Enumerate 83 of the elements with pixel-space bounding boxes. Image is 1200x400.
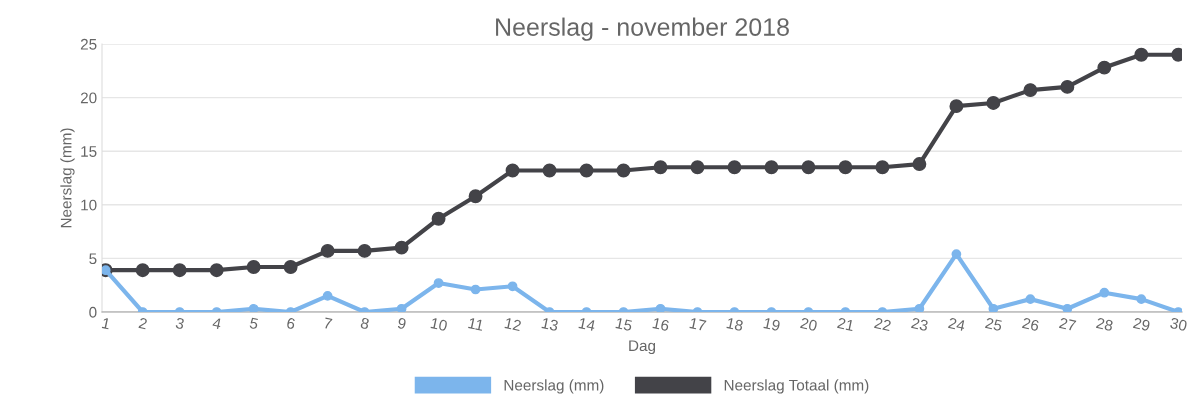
point [209,263,224,278]
point [1060,79,1075,94]
x-tick-label: 10 [430,317,448,332]
point [1099,287,1110,298]
point [1097,60,1112,75]
y-tick-label: 0 [89,306,97,318]
x-tick-label: 18 [726,317,744,332]
y-tick-label: 15 [81,146,97,157]
y-tick-label: 20 [80,92,97,104]
point [616,163,631,178]
point [246,260,261,274]
point [135,263,150,278]
point [949,99,964,114]
x-tick-label: 8 [360,317,370,330]
point [579,163,594,178]
point [172,263,187,278]
point [1134,47,1149,62]
point [505,163,520,178]
point [1062,303,1073,312]
y-tick-label: 10 [81,199,97,211]
point [470,284,481,295]
x-tick-label: 23 [910,317,929,332]
point [283,260,298,274]
x-tick-label: 1 [101,317,111,330]
x-tick-label: 3 [175,317,185,330]
x-tick-label: 25 [984,317,1003,332]
chart-title: Neerslag - november 2018 [496,17,789,41]
point [912,157,927,172]
point [322,291,333,301]
x-tick-label: 26 [1021,317,1040,332]
point [986,96,1001,110]
x-tick-label: 5 [249,317,259,330]
point [396,303,407,312]
point [468,189,483,204]
point [394,240,409,255]
x-tick-label: 29 [1132,317,1151,332]
point [320,243,335,258]
x-tick-label: 13 [541,317,559,332]
point [433,278,444,288]
x-tick-label: 11 [468,317,484,331]
x-tick-label: 20 [800,317,818,332]
point [838,160,853,175]
y-tick-label: 25 [80,38,97,50]
x-tick-label: 12 [504,317,522,332]
x-tick-label: 19 [763,317,781,332]
point [507,281,518,292]
point [801,160,816,175]
point [727,160,742,175]
point [690,160,705,175]
point [357,243,372,258]
legend-label: Neerslag Totaal (mm) [724,379,869,394]
x-tick-label: 7 [323,317,333,330]
point [988,303,999,312]
x-tick-label: 16 [652,317,670,332]
x-axis-title: Dag [629,340,656,355]
point [542,163,557,178]
point [951,249,962,259]
x-tick-label: 6 [286,317,296,330]
point [1136,294,1147,304]
point [875,160,890,175]
point [764,160,779,175]
x-tick-label: 4 [212,317,222,330]
x-tick-label: 2 [138,317,148,330]
point [653,160,668,175]
point [1023,83,1038,98]
y-tick-label: 5 [89,253,97,265]
x-tick-label: 15 [615,317,633,332]
point [431,211,446,226]
x-tick-label: 30 [1169,317,1188,332]
x-tick-label: 9 [397,317,407,330]
x-tick-label: 27 [1058,317,1077,332]
point [655,303,666,312]
point [1025,294,1036,304]
legend-label: Neerslag (mm) [504,379,604,394]
point [248,303,259,312]
x-tick-label: 21 [837,317,855,332]
x-tick-label: 24 [948,317,966,332]
x-tick-label: 17 [689,317,707,332]
x-tick-label: 22 [874,317,892,332]
y-axis-title: Neerslag (mm) [60,128,75,228]
point [914,303,925,312]
x-tick-label: 14 [578,317,596,332]
x-tick-label: 28 [1095,317,1114,332]
